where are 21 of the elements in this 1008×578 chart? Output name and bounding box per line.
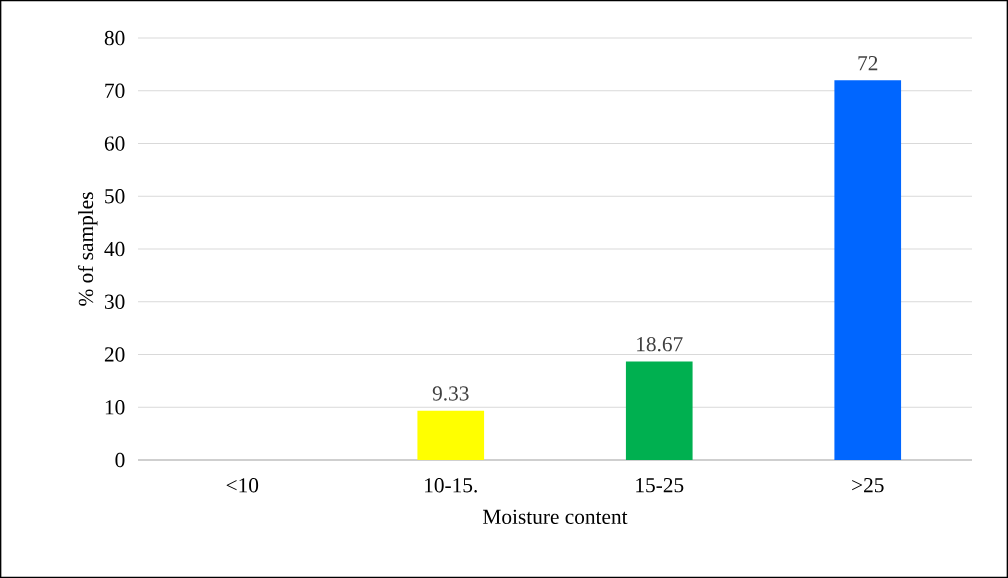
data-label: 18.67 [637, 336, 683, 352]
x-tick-label: >25 [852, 478, 884, 493]
x-tick-label: 15-25 [636, 478, 684, 493]
bar [834, 80, 902, 460]
data-label: 9.33 [432, 386, 469, 401]
y-tick-label: 80 [104, 30, 125, 46]
x-axis-title: Moisture content [483, 509, 628, 525]
bar [625, 361, 693, 460]
y-axis-title: % of samples [77, 192, 98, 306]
y-tick-label: 10 [105, 400, 125, 415]
x-tick-label: <10 [226, 478, 259, 493]
y-tick-label: 0 [115, 452, 125, 468]
y-tick-label: 70 [105, 83, 125, 98]
bar [417, 410, 485, 460]
y-tick-label: 40 [104, 241, 125, 257]
x-tick-label: 10-15. [425, 478, 477, 493]
y-tick-label: 50 [105, 189, 125, 204]
y-tick-label: 60 [104, 136, 125, 151]
y-tick-label: 20 [104, 347, 125, 362]
y-tick-label: 30 [104, 294, 125, 309]
data-label: 72 [858, 56, 878, 71]
